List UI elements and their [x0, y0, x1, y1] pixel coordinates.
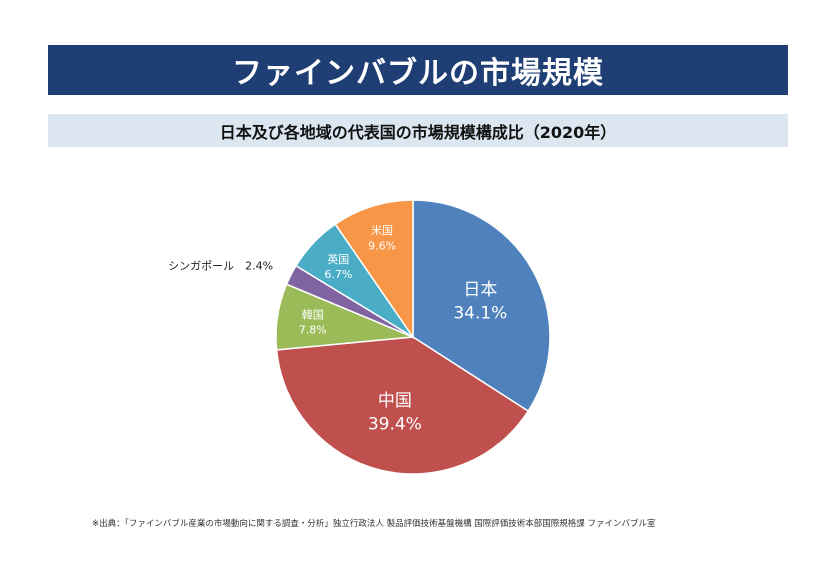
slice-label: 韓国 [302, 308, 324, 321]
source-note: ※出典：「ファインバブル産業の市場動向に関する調査・分析」独立行政法人 製品評価… [92, 519, 656, 529]
slice-value-label: 34.1% [453, 303, 507, 323]
page-title-text: ファインバブルの市場規模 [232, 56, 604, 91]
slice-value-label: 9.6% [368, 239, 396, 252]
slice-value-label: 7.8% [299, 323, 327, 336]
slice-value-label: 39.4% [368, 415, 422, 435]
chart-title-text: 日本及び各地域の代表国の市場規模構成比（2020年） [219, 122, 617, 142]
slice-label: シンガポール 2.4% [168, 260, 273, 273]
pie-slice [334, 199, 414, 340]
page-title: ファインバブルの市場規模 [48, 45, 788, 95]
slice-label: 英国 [327, 252, 349, 266]
slice-label: 日本 [463, 280, 497, 300]
slice-label: 中国 [378, 391, 412, 411]
chart-title: 日本及び各地域の代表国の市場規模構成比（2020年） [48, 114, 788, 147]
pie-slice [275, 336, 530, 475]
slice-value-label: 6.7% [324, 268, 352, 281]
slice-label: 米国 [371, 224, 393, 237]
